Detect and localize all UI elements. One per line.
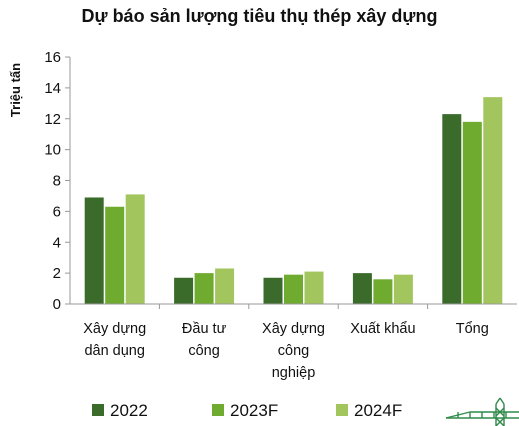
x-category-label: công <box>188 343 219 359</box>
y-tick-label: 6 <box>53 203 61 220</box>
construction-crane-icon <box>445 397 519 426</box>
x-category-label: Xây dựng <box>83 321 146 337</box>
y-tick-label: 0 <box>53 296 61 313</box>
x-category-label: Xuất khẩu <box>350 321 415 337</box>
bar-2024F-0 <box>125 194 145 304</box>
bar-2024F-1 <box>215 268 235 304</box>
bar-2022-0 <box>84 197 104 304</box>
bar-2023F-1 <box>194 273 214 304</box>
chart-title: Dự báo sản lượng tiêu thụ thép xây dựng <box>81 6 438 26</box>
y-tick-label: 14 <box>44 80 61 97</box>
bar-2022-1 <box>174 277 194 304</box>
y-tick-label: 16 <box>44 49 61 66</box>
bar-2022-3 <box>352 273 372 304</box>
y-tick-label: 8 <box>53 173 61 190</box>
bar-2022-2 <box>263 277 283 304</box>
bar-2023F-0 <box>105 206 125 304</box>
legend: 2022 2023F 2024F <box>92 401 402 420</box>
legend-label: 2022 <box>110 401 148 420</box>
x-axis: Xây dựng dân dụng Đầu tư công Xây dựng công ng… <box>70 303 517 381</box>
bar-2023F-2 <box>284 274 303 304</box>
bar-2024F-3 <box>393 274 413 304</box>
x-category-label: dân dụng <box>84 343 144 359</box>
legend-label: 2024F <box>354 401 402 420</box>
bar-2023F-4 <box>462 121 482 305</box>
bar-2023F-3 <box>373 279 393 304</box>
y-tick-label: 10 <box>44 142 61 159</box>
y-tick-label: 2 <box>53 265 61 282</box>
x-category-label: Xây dựng <box>262 321 325 337</box>
bars <box>84 97 503 305</box>
legend-swatch-2023F <box>212 404 224 416</box>
x-category-label: Đầu tư <box>182 321 227 337</box>
legend-swatch-2024F <box>336 404 348 416</box>
y-axis: 0 2 4 6 8 10 12 14 16 <box>44 49 71 313</box>
y-tick-label: 12 <box>44 111 61 128</box>
x-category-label: công <box>278 343 309 359</box>
y-tick-label: 4 <box>53 234 61 251</box>
x-category-label: Tổng <box>456 321 489 337</box>
bar-2024F-2 <box>304 271 324 304</box>
x-category-label: nghiệp <box>272 365 316 381</box>
legend-label: 2023F <box>230 401 278 420</box>
bar-2024F-4 <box>483 97 503 304</box>
legend-swatch-2022 <box>92 404 104 416</box>
y-axis-label: Triệu tấn <box>8 63 23 117</box>
bar-2022-4 <box>442 114 462 305</box>
